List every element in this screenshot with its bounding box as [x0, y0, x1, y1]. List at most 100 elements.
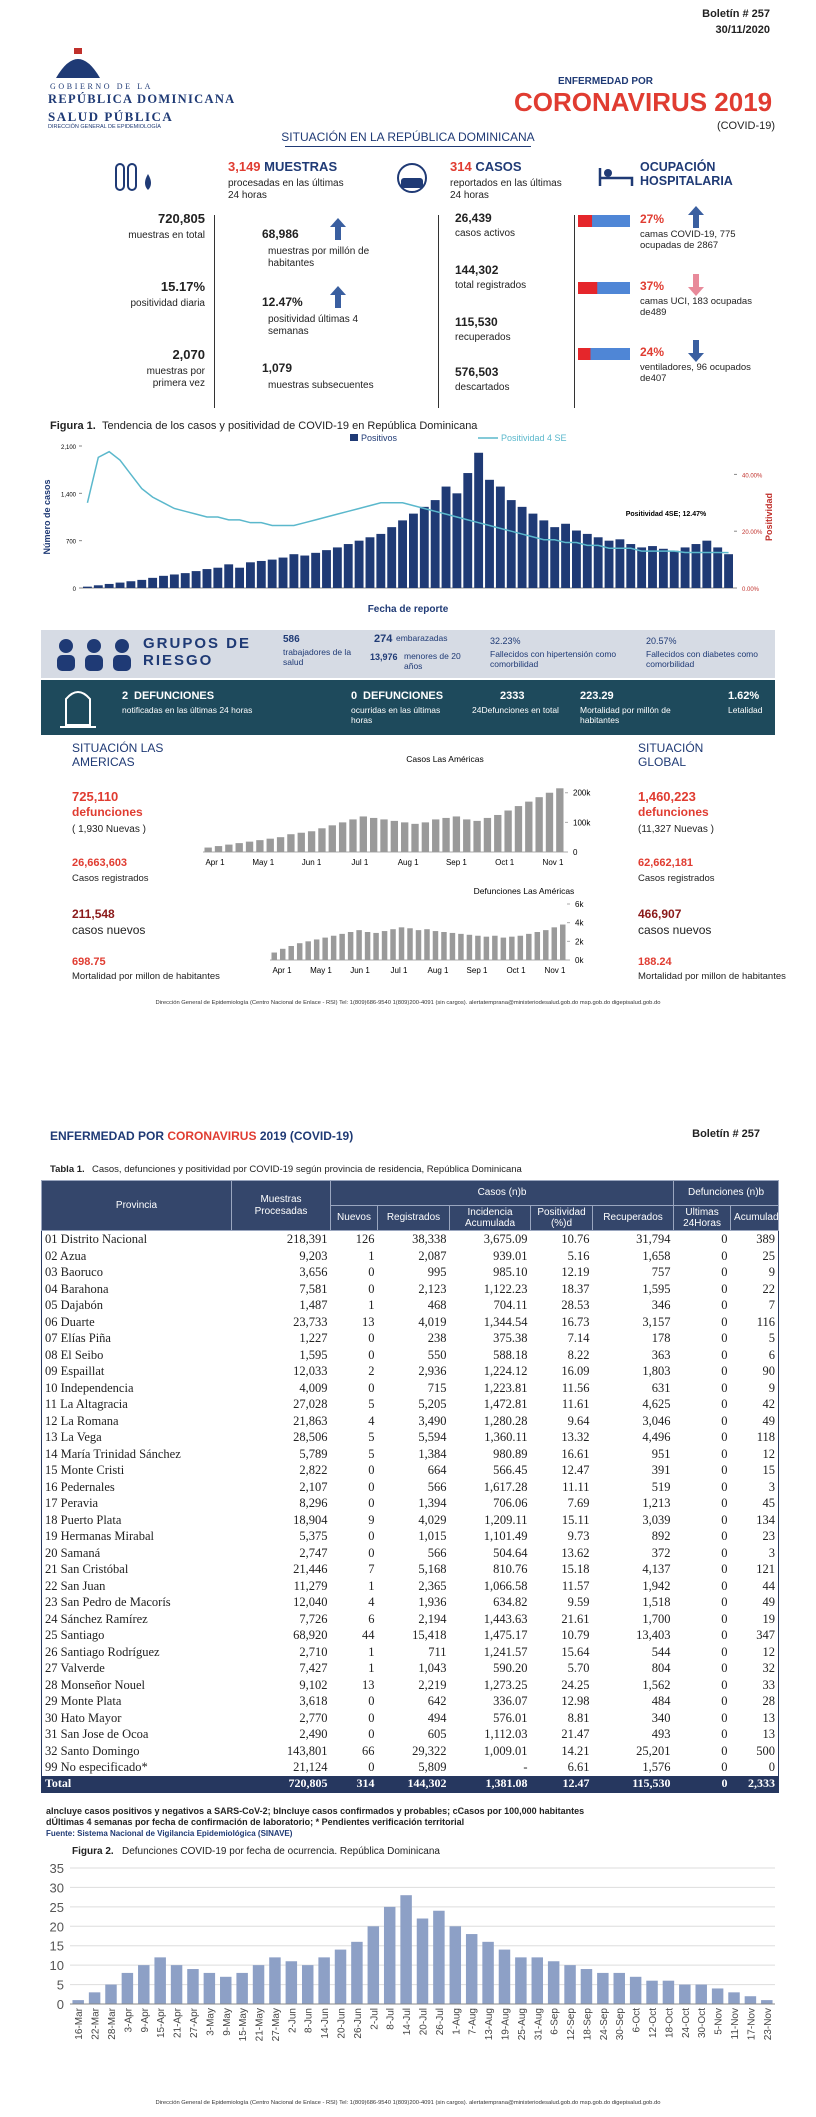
table-row: 05 Dajabón 1,487 1 468 704.11 28.53 346 0 7: [42, 1297, 779, 1314]
table-cell: 1,942: [642, 1578, 671, 1593]
table-cell: 804: [651, 1661, 671, 1676]
table-cell: 15,418: [412, 1628, 447, 1643]
table-cell: 9.73: [567, 1529, 590, 1544]
table-cell: 02 Azua: [45, 1248, 87, 1263]
x-tick-label: 30-Sep: [615, 2008, 626, 2041]
stat-value: 2,070: [172, 347, 205, 362]
chart: 0 700 1,400 2,100 0.00% 20.00% 40.00% Positivos…: [42, 433, 774, 615]
table-row: 17 Peravia 8,296 0 1,394 706.06 7.69 1,213 0 45: [42, 1495, 779, 1512]
table-body: 01 Distrito Nacional 218,391 126 38,338 3,67…: [41, 1230, 779, 1793]
occupancy-label: camas COVID-19, 775 ocupadas de 2867: [640, 229, 736, 251]
risk-label: embarazadas: [396, 633, 448, 643]
table-cell: 44: [762, 1578, 776, 1593]
bar: [407, 928, 413, 960]
bar: [658, 548, 668, 588]
x-tick-label: Nov 1: [545, 966, 566, 975]
bar: [322, 937, 328, 960]
table-cell: 15.64: [561, 1644, 590, 1659]
table-cell: 985.10: [493, 1265, 528, 1280]
table-cell: 13,403: [636, 1628, 671, 1643]
table-cell: 2,936: [418, 1364, 447, 1379]
bar: [534, 932, 541, 960]
table-cell: 347: [756, 1628, 776, 1643]
bar: [531, 1957, 544, 2004]
x-axis-label: Fecha de reporte: [368, 604, 449, 615]
tube: [115, 163, 125, 191]
x-tick-label: Aug 1: [428, 966, 449, 975]
table-cell: 29 Monte Plata: [45, 1694, 122, 1709]
total-cell: 0: [673, 1775, 731, 1793]
chart: 0 5 10 15 20 25 30 35 16-Mar 22-Mar 28-Mar 3-Apr 9-A…: [50, 1861, 775, 2041]
occupancy-value: 24%: [640, 345, 665, 359]
y2-axis-label: Positividad: [764, 493, 774, 541]
bar: [224, 564, 234, 588]
table-cell: 4,009: [299, 1380, 328, 1395]
x-tick-label: 21-Apr: [173, 2007, 184, 2038]
y-tick-label: 2k: [575, 937, 584, 946]
table-cell: 1,518: [642, 1595, 671, 1610]
table-cell: 336.07: [493, 1694, 528, 1709]
table-cell: 25: [762, 1248, 776, 1263]
table-cell: 2,747: [299, 1545, 328, 1560]
table-row: 14 María Trinidad Sánchez 5,789 5 1,384 980.…: [42, 1446, 779, 1463]
table-cell: 5,809: [418, 1760, 447, 1775]
bar: [761, 2000, 773, 2004]
table-cell: 634.82: [493, 1595, 528, 1610]
region-label: Mortalidad por millon de habitantes: [638, 971, 786, 982]
arrow-icon: [688, 340, 704, 362]
table-row: 28 Monseñor Nouel 9,102 13 2,219 1,273.25 24.…: [42, 1677, 779, 1694]
x-tick-label: May 1: [310, 966, 332, 975]
table-cell: 1,658: [642, 1248, 671, 1263]
table-cell: 22 San Juan: [45, 1578, 106, 1593]
table-cell: 9.59: [567, 1595, 590, 1610]
region-value: 26,663,603: [72, 857, 128, 869]
table-cell: 0: [721, 1611, 728, 1626]
bar: [648, 546, 657, 588]
stat-label: positividad últimas 4 semanas: [268, 314, 359, 337]
table-cell: 116: [756, 1314, 776, 1329]
table-cell: 11.56: [561, 1380, 590, 1395]
bar: [419, 506, 429, 588]
y-tick-label: 200k: [573, 789, 591, 798]
kicker: ENFERMEDAD POR: [558, 76, 654, 87]
bar: [669, 550, 679, 588]
table-cell: 5: [768, 1331, 776, 1346]
region-label: Casos registrados: [72, 873, 149, 884]
bar: [442, 817, 450, 852]
table-row: 24 Sánchez Ramírez 7,726 6 2,194 1,443.63 21.…: [42, 1611, 779, 1628]
bar: [463, 819, 471, 852]
table-cell: 1,122.23: [483, 1281, 528, 1296]
table-cell: 1: [368, 1248, 375, 1263]
table-cell: 11.57: [561, 1578, 590, 1593]
table-cell: 0: [368, 1694, 375, 1709]
table-cell: 1: [368, 1644, 375, 1659]
table-cell: 0: [721, 1496, 728, 1511]
table-cell: 12.19: [561, 1265, 590, 1280]
table-cell: 704.11: [493, 1298, 528, 1313]
bar: [297, 832, 305, 852]
table-cell: 1,066.58: [483, 1578, 528, 1593]
table-cell: 2,822: [299, 1463, 328, 1478]
bar: [204, 847, 212, 852]
table-cell: 6: [368, 1611, 375, 1626]
group-header: Casos (n)b: [329, 1180, 675, 1206]
x-tick-label: 14-Jul: [402, 2008, 413, 2035]
stat-label: muestras por millón de habitantes: [268, 246, 370, 269]
table-cell: 99 No especificado*: [45, 1760, 148, 1775]
x-tick-label: 1-Aug: [451, 2008, 462, 2035]
bar: [235, 843, 243, 852]
table-cell: 25 Santiago: [45, 1628, 105, 1643]
bar: [485, 479, 494, 588]
table-cell: 13: [762, 1710, 776, 1725]
bar: [466, 934, 473, 960]
table-cell: 711: [428, 1644, 447, 1659]
x-tick-label: 8-Jul: [386, 2008, 397, 2030]
table-cell: 13: [362, 1314, 375, 1329]
mask: [401, 178, 423, 188]
table-cell: 1,209.11: [484, 1512, 528, 1527]
table-row: 10 Independencia 4,009 0 715 1,223.81 11.56 63…: [42, 1380, 779, 1397]
table-cell: 484: [651, 1694, 671, 1709]
occupancy-bar: [578, 282, 630, 294]
table-cell: 19: [762, 1611, 776, 1626]
grave-icon: [60, 691, 96, 728]
